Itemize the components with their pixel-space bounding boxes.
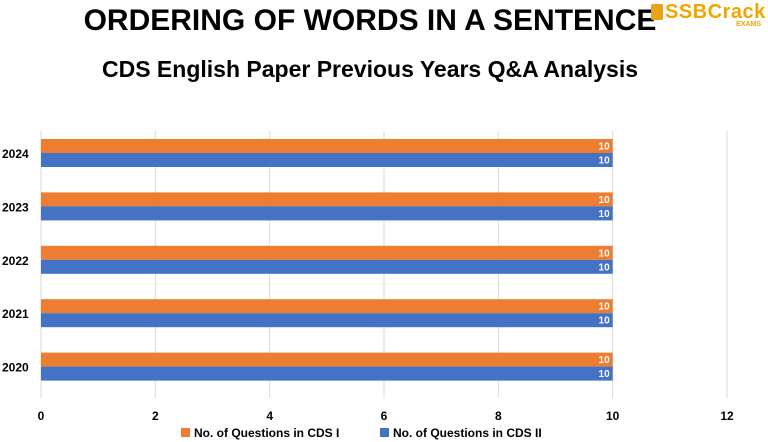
data-label: 10 — [599, 195, 611, 206]
bar — [41, 352, 613, 367]
logo-text: SSBCrack — [665, 1, 766, 23]
y-category-label: 2020 — [2, 361, 29, 375]
data-label: 10 — [599, 355, 611, 366]
bar — [41, 299, 613, 314]
data-label: 10 — [599, 156, 611, 167]
ssbcrack-logo: SSBCrack EXAMS — [651, 1, 766, 30]
y-category-label: 2022 — [2, 254, 29, 268]
legend-label: No. of Questions in CDS I — [194, 426, 339, 440]
chart-subtitle: CDS English Paper Previous Years Q&A Ana… — [101, 56, 639, 82]
bar — [41, 153, 613, 167]
x-tick-label: 2 — [152, 409, 159, 423]
y-category-label: 2023 — [2, 200, 29, 214]
legend-swatch — [380, 428, 389, 437]
x-tick-label: 12 — [720, 409, 734, 423]
data-label: 10 — [599, 316, 611, 327]
data-label: 10 — [599, 142, 611, 153]
x-tick-label: 0 — [38, 409, 45, 423]
x-tick-label: 10 — [606, 409, 620, 423]
bar — [41, 192, 613, 207]
chart-title: ORDERING OF WORDS IN A SENTENCE — [83, 4, 657, 37]
legend-label: No. of Questions in CDS II — [393, 426, 542, 440]
legend-swatch — [181, 428, 190, 437]
data-label: 10 — [599, 369, 611, 380]
bar — [41, 206, 613, 221]
data-label: 10 — [599, 262, 611, 273]
logo-badge-icon — [651, 4, 663, 20]
x-tick-label: 4 — [266, 409, 273, 423]
bar — [41, 366, 613, 381]
x-tick-label: 6 — [381, 409, 388, 423]
y-category-label: 2024 — [2, 147, 29, 161]
y-category-label: 2021 — [2, 307, 29, 321]
bar — [41, 139, 613, 153]
x-tick-label: 8 — [495, 409, 502, 423]
data-label: 10 — [599, 209, 611, 220]
data-label: 10 — [599, 248, 611, 259]
data-label: 10 — [599, 302, 611, 313]
bar — [41, 245, 613, 260]
bar — [41, 259, 613, 274]
bar — [41, 313, 613, 328]
logo-subtext: EXAMS — [736, 21, 761, 28]
